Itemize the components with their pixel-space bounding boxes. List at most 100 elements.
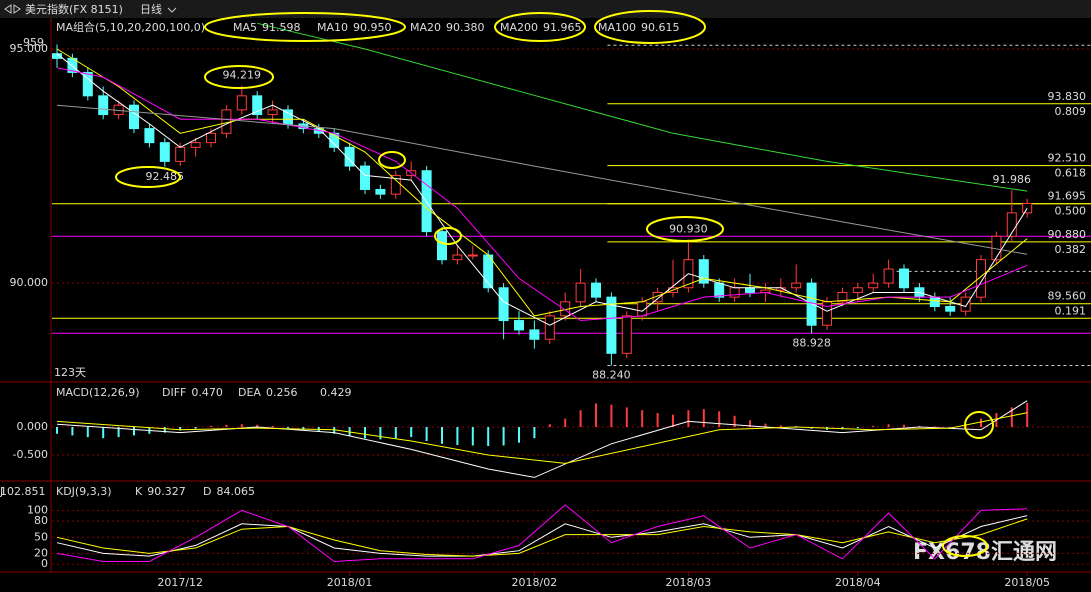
macd-bar	[656, 413, 659, 428]
candle-body	[529, 329, 540, 340]
candle-body	[945, 306, 956, 312]
macd-bar	[795, 425, 798, 428]
candle-body	[606, 296, 617, 354]
legend-title: MA组合(5,10,20,200,100,0)	[56, 20, 205, 34]
macd-bar	[733, 415, 736, 428]
macd-bar	[1010, 407, 1013, 428]
toolbar	[0, 0, 1091, 18]
nav-icon[interactable]	[4, 4, 21, 14]
highlight-ellipse	[942, 535, 988, 557]
candle-body	[621, 315, 632, 354]
price-annotation: 92.485	[146, 170, 185, 183]
macd-bar	[302, 427, 305, 430]
candle-body	[236, 95, 247, 111]
legend-value: 91.965	[543, 21, 582, 34]
x-tick-label: 2018/04	[835, 576, 881, 589]
fibonacci-ratio: 0.382	[1055, 243, 1087, 256]
macd-bar	[348, 427, 351, 436]
legend-value: 102.851	[0, 485, 46, 498]
macd-bar	[918, 425, 921, 428]
price-annotation: 94.219	[223, 69, 262, 82]
macd-bar	[194, 427, 197, 429]
macd-bar	[841, 427, 844, 430]
legend-value: 90.380	[446, 21, 485, 34]
y-tick-label: 100	[27, 503, 48, 516]
legend-name: D	[203, 485, 211, 498]
candle-body	[144, 128, 155, 144]
y-tick-label: 50	[34, 530, 48, 543]
x-tick-label: 2018/05	[1004, 576, 1050, 589]
macd-bar	[872, 425, 875, 428]
candle-body	[375, 188, 386, 195]
macd-bar	[610, 404, 613, 428]
period-dropdown[interactable]	[167, 7, 177, 13]
macd-bar	[1026, 402, 1029, 428]
indicator-line	[56, 412, 1028, 464]
candle-body	[437, 231, 447, 261]
corner-label: 959	[23, 36, 44, 49]
legend-title: KDJ(9,3,3)	[56, 485, 112, 498]
legend-value: 84.065	[216, 485, 255, 498]
candle-body	[591, 282, 601, 298]
macd-bar	[502, 427, 505, 446]
symbol: 美元指数(FX 8151)	[25, 2, 123, 16]
macd-bar	[764, 423, 767, 428]
legend-name: MA20	[410, 21, 441, 34]
macd-bar	[749, 420, 751, 428]
legend-name: MA10	[317, 21, 348, 34]
macd-bar	[71, 427, 74, 436]
legend-name: MA5	[233, 21, 257, 34]
y-tick-label: 95.000	[10, 42, 49, 55]
macd-bar	[271, 425, 274, 428]
price-annotation: 88.928	[792, 336, 831, 349]
fibonacci-price: 91.695	[1048, 190, 1087, 203]
indicator-line	[56, 504, 1028, 563]
candle-body	[745, 287, 755, 293]
macd-bar	[779, 425, 782, 428]
candle-body	[837, 291, 848, 303]
highlight-ellipse	[204, 65, 274, 89]
macd-bar	[687, 410, 690, 428]
candle-body	[852, 287, 863, 293]
macd-bar	[702, 409, 705, 428]
macd-bar	[410, 427, 413, 438]
candle-body	[868, 282, 879, 289]
candle-body	[729, 287, 740, 298]
y-tick-label: 90.000	[10, 276, 49, 289]
macd-bar	[425, 427, 428, 442]
y-tick-label: 80	[34, 514, 48, 527]
fibonacci-ratio: 0.191	[1055, 305, 1087, 318]
candle-body	[544, 315, 555, 340]
period[interactable]: 日线	[140, 2, 162, 16]
macd-bar	[595, 403, 597, 428]
highlight-ellipse	[594, 10, 706, 44]
candle-body	[791, 282, 802, 289]
macd-bar	[287, 427, 289, 429]
fibonacci-price: 93.830	[1048, 90, 1087, 103]
macd-bar	[86, 427, 89, 438]
macd-bar	[579, 410, 582, 428]
candle-body	[252, 95, 263, 116]
macd-bar	[487, 427, 490, 447]
legend-value: 0.256	[266, 386, 298, 399]
highlights	[115, 10, 994, 557]
x-tick-label: 2018/01	[327, 576, 373, 589]
macd-bar	[980, 418, 982, 428]
legend-value: 0.470	[191, 386, 223, 399]
macd-bar	[379, 427, 382, 440]
macd-bar	[456, 427, 459, 445]
indicator-line	[56, 518, 1028, 557]
price-annotation: 90.930	[669, 223, 708, 236]
macd-bar	[210, 425, 212, 428]
candle-body	[175, 146, 186, 162]
macd-bar	[394, 427, 397, 439]
legend-name: DEA	[238, 386, 261, 399]
candle-body	[575, 282, 586, 303]
candle-body	[206, 132, 216, 144]
legend-name: MA200	[500, 21, 538, 34]
macd-bar	[225, 424, 228, 428]
fibonacci-ratio: 0.500	[1055, 205, 1087, 218]
macd-bar	[672, 414, 674, 428]
legend-value: 90.615	[641, 21, 680, 34]
